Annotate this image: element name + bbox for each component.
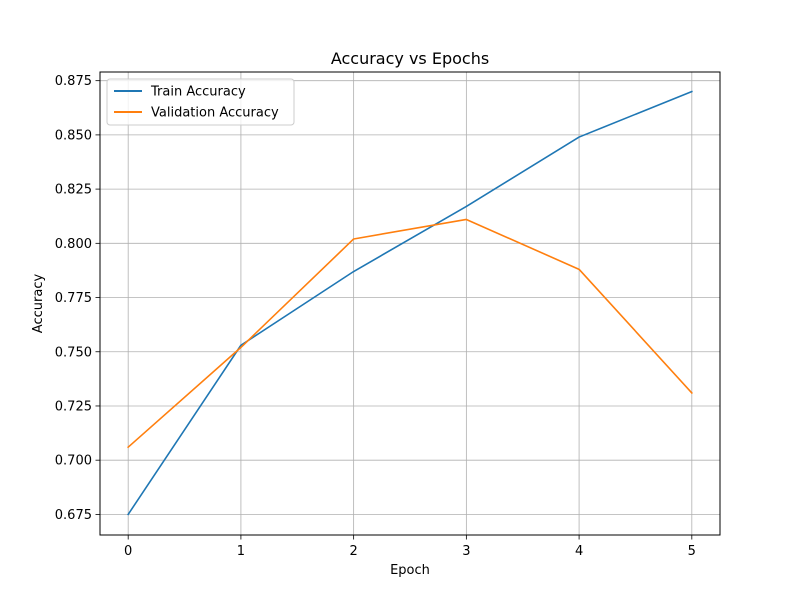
y-tick-label: 0.825 bbox=[55, 183, 92, 198]
plot-frame bbox=[99, 71, 721, 536]
y-tick-label: 0.850 bbox=[55, 128, 92, 143]
series-lines bbox=[127, 90, 693, 516]
x-tick-label: 2 bbox=[349, 544, 357, 559]
y-tick-label: 0.750 bbox=[55, 345, 92, 360]
legend-box bbox=[106, 78, 295, 126]
legend: Train Accuracy Validation Accuracy bbox=[106, 78, 295, 126]
y-tick-label: 0.725 bbox=[55, 399, 92, 414]
x-tick-label: 0 bbox=[124, 544, 132, 559]
legend-label-train: Train Accuracy bbox=[150, 85, 246, 100]
legend-label-validation: Validation Accuracy bbox=[151, 106, 279, 121]
y-tick-label: 0.700 bbox=[55, 454, 92, 469]
chart-title: Accuracy vs Epochs bbox=[331, 49, 489, 68]
x-tick-label: 5 bbox=[688, 544, 696, 559]
x-axis-title: Epoch bbox=[390, 563, 430, 578]
x-axis-ticks: 0 1 2 3 4 5 bbox=[124, 535, 696, 559]
train-accuracy-line bbox=[127, 90, 693, 516]
y-tick-label: 0.800 bbox=[55, 237, 92, 252]
y-tick-label: 0.675 bbox=[55, 508, 92, 523]
x-tick-label: 1 bbox=[237, 544, 245, 559]
y-axis-ticks: 0.675 0.700 0.725 0.750 0.775 0.800 0.825 0.850… bbox=[55, 74, 100, 523]
y-tick-label: 0.775 bbox=[55, 291, 92, 306]
x-tick-label: 3 bbox=[462, 544, 470, 559]
y-axis-title: Accuracy bbox=[31, 274, 46, 334]
x-tick-label: 4 bbox=[575, 544, 583, 559]
validation-accuracy-line bbox=[127, 218, 693, 449]
y-tick-label: 0.875 bbox=[55, 74, 92, 89]
plot-area bbox=[100, 72, 720, 535]
grid bbox=[100, 72, 720, 535]
